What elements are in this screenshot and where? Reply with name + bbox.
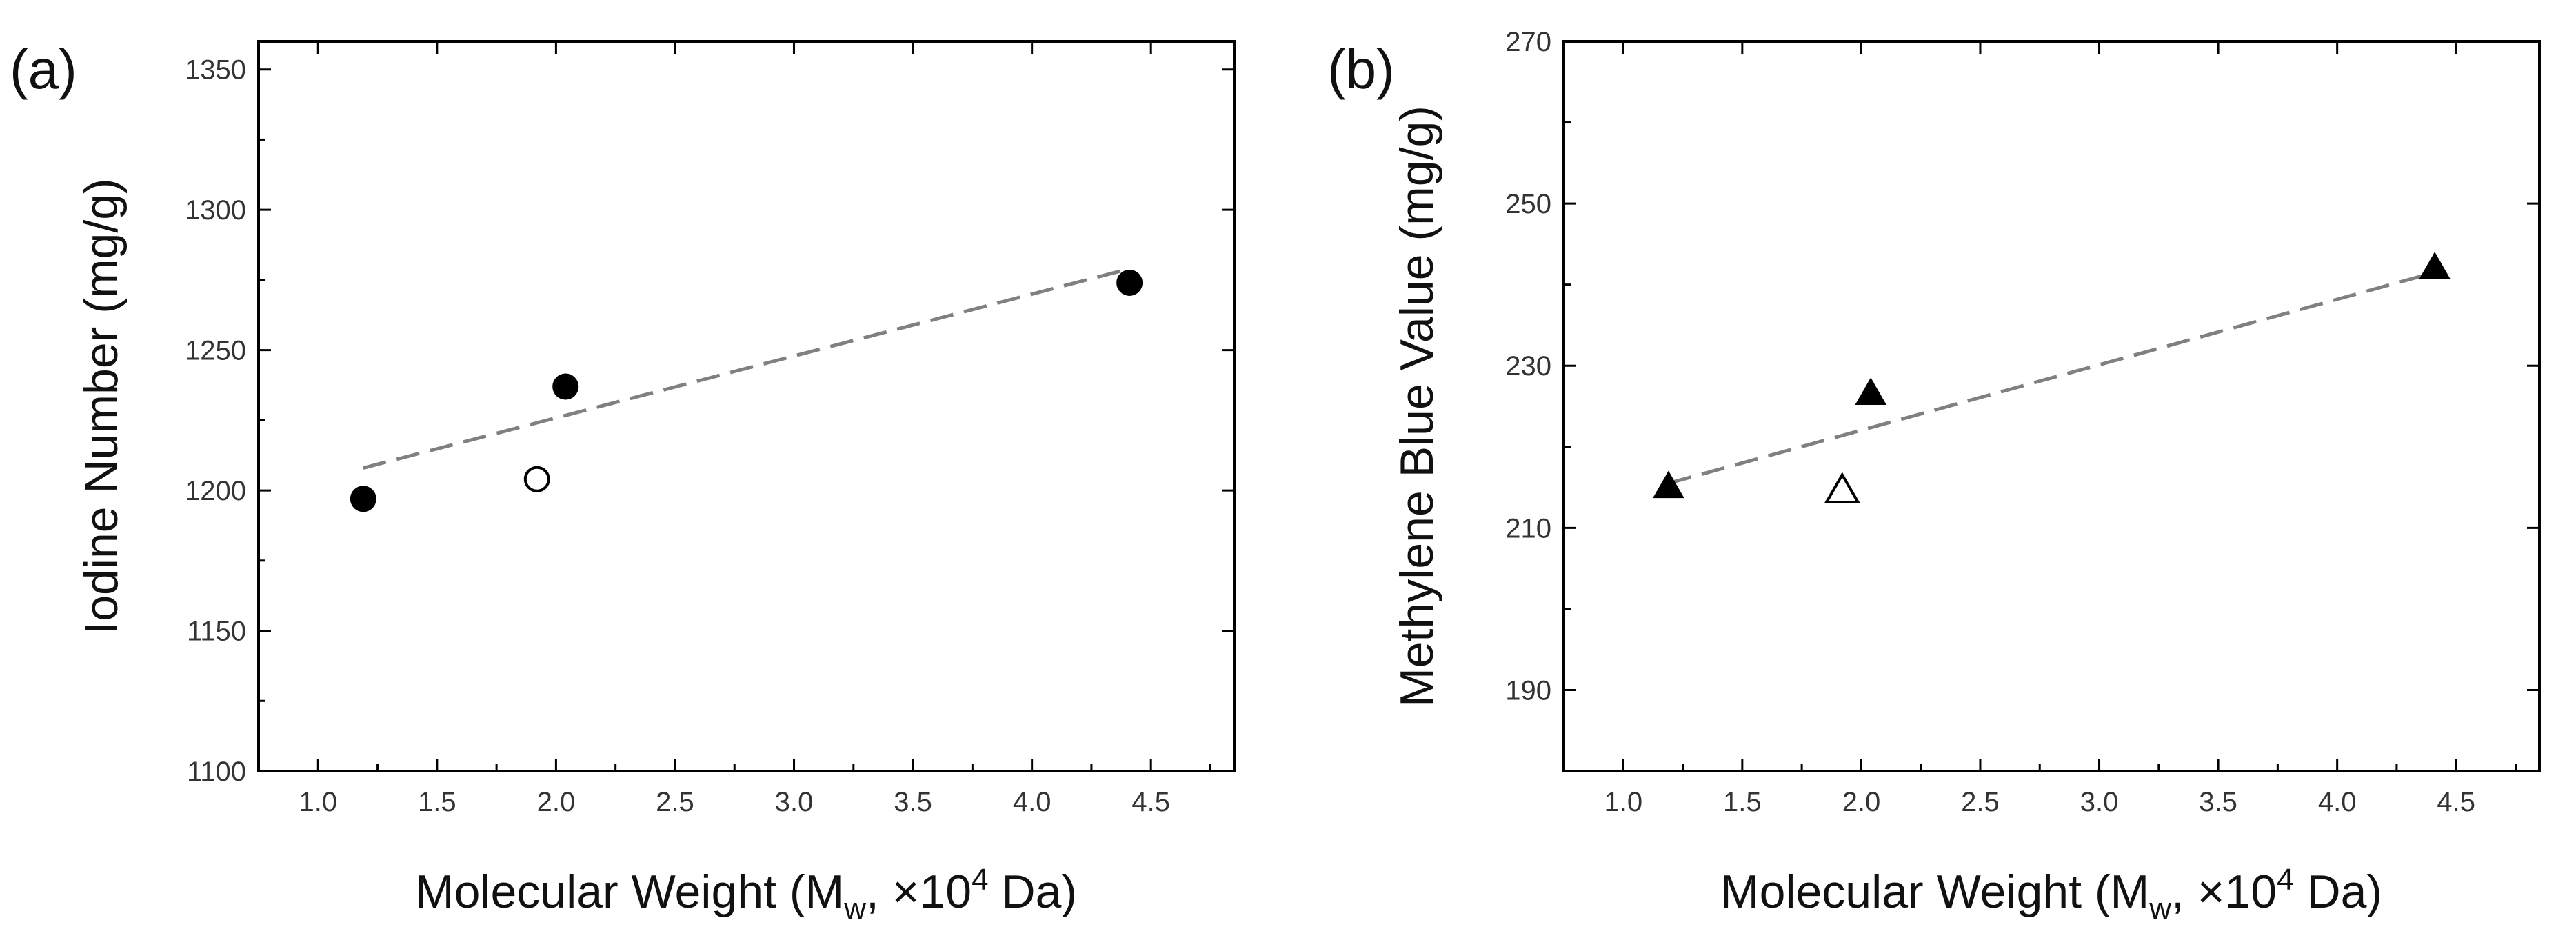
y-tick-label: 1350: [185, 55, 246, 86]
x-axis-title-a-end: Da): [989, 866, 1077, 918]
x-tick-label: 2.0: [537, 787, 576, 817]
y-axis-title-b: Methylene Blue Value (mg/g): [1391, 106, 1443, 707]
plot-frame-b: [1562, 40, 2541, 772]
chart-panel-a: (a) 1.0 1.5 2.0 2.5 3.0 3.5 4.0 4.5 1100 1150 1200…: [10, 39, 1236, 926]
x-axis-title-b-mid: , ×10: [2171, 866, 2277, 918]
data-point-filled: [1653, 470, 1684, 499]
fit-line-group-b: [1668, 270, 2435, 486]
x-axis-title-b-sup: 4: [2277, 863, 2293, 897]
fit-line: [363, 267, 1130, 470]
x-tick-label: 2.5: [1961, 787, 2000, 817]
panel-label-b: (b): [1327, 39, 1395, 100]
fit-line: [1668, 270, 2435, 486]
x-tick-label: 3.0: [775, 787, 814, 817]
x-axis-title-a: Molecular Weight (Mw, ×104 Da): [415, 863, 1077, 926]
x-tick-label: 3.0: [2080, 787, 2119, 817]
data-point-filled: [2419, 252, 2451, 279]
data-points-b: [1653, 252, 2451, 504]
plot-frame-a: [257, 40, 1236, 772]
x-tick-label: 4.0: [2318, 787, 2357, 817]
x-tick-label: 2.0: [1842, 787, 1881, 817]
y-tick-label: 1200: [185, 476, 246, 506]
x-tick-label: 1.0: [299, 787, 337, 817]
x-tick-label: 1.5: [1723, 787, 1762, 817]
y-tick-label: 1300: [185, 195, 246, 226]
x-tick-label: 3.5: [894, 787, 932, 817]
x-tick-label: 3.5: [2199, 787, 2237, 817]
data-point-filled: [1855, 377, 1887, 405]
x-tick-label: 4.5: [1131, 787, 1170, 817]
x-axis-title-b: Molecular Weight (Mw, ×104 Da): [1720, 863, 2382, 926]
x-tick-label: 1.5: [418, 787, 456, 817]
y-axis-title-a: Iodine Number (mg/g): [75, 178, 128, 634]
x-tick-label: 2.5: [656, 787, 694, 817]
data-point-filled: [350, 486, 376, 512]
x-axis-title-a-sup: 4: [972, 863, 988, 897]
x-axis-title-a-mid: , ×10: [866, 866, 972, 918]
y-tick-label: 270: [1505, 27, 1551, 57]
y-tick-label: 1250: [185, 336, 246, 366]
x-tick-label: 4.0: [1013, 787, 1051, 817]
ticks-b: 1.0 1.5 2.0 2.5 3.0 3.5 4.0 4.5 190 210 230 250 270: [1505, 27, 2539, 817]
x-axis-title-b-sub: w: [2149, 892, 2171, 926]
data-points-a: [350, 269, 1143, 512]
ticks-a: 1.0 1.5 2.0 2.5 3.0 3.5 4.0 4.5 1100 1150 1200 1250…: [185, 41, 1234, 817]
x-axis-title-b-end: Da): [2294, 866, 2382, 918]
fit-line-group-a: [363, 267, 1130, 470]
y-tick-label: 190: [1505, 675, 1551, 706]
x-axis-title-a-sub: w: [843, 892, 866, 926]
panel-label-a: (a): [10, 39, 77, 100]
y-tick-label: 250: [1505, 189, 1551, 219]
x-tick-label: 1.0: [1604, 787, 1642, 817]
y-tick-label: 1100: [187, 757, 246, 787]
data-point-filled: [552, 373, 579, 400]
x-axis-title-a-main: Molecular Weight (M: [415, 866, 844, 918]
y-tick-label: 210: [1505, 513, 1551, 543]
data-point-open: [1824, 472, 1861, 504]
x-axis-title-b-main: Molecular Weight (M: [1720, 866, 2149, 918]
y-tick-label: 230: [1505, 351, 1551, 381]
x-tick-label: 4.5: [2437, 787, 2475, 817]
data-point-open: [523, 466, 550, 492]
data-point-filled: [1116, 269, 1143, 296]
chart-panel-b: (b) 1.0 1.5 2.0 2.5 3.0 3.5 4.0 4.5 190 210 230 250…: [1327, 27, 2541, 926]
y-tick-label: 1150: [187, 617, 246, 647]
